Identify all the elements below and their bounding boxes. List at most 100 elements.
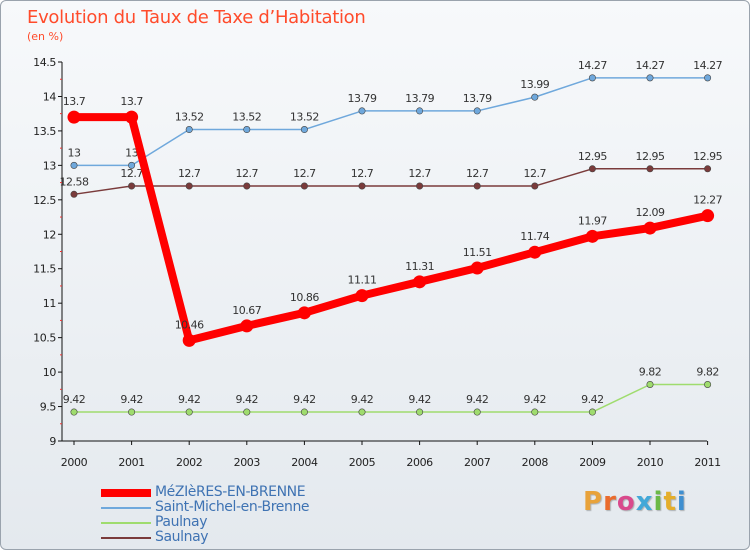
data-label: 13: [125, 146, 138, 159]
data-label: 14.27: [636, 59, 665, 72]
chart-unit-label: (en %): [27, 30, 64, 43]
data-label: 9.42: [351, 393, 374, 406]
data-label: 13.79: [348, 92, 377, 105]
data-point: [531, 182, 539, 190]
data-label: 13.52: [290, 111, 319, 124]
data-label: 12.7: [408, 167, 431, 180]
data-point: [355, 289, 369, 303]
data-label: 13.79: [463, 92, 492, 105]
data-point: [704, 380, 712, 388]
data-label: 12.7: [351, 167, 374, 180]
data-label: 9.42: [408, 393, 431, 406]
data-point: [646, 165, 654, 173]
data-point: [473, 408, 481, 416]
legend-swatch: [101, 507, 151, 509]
y-tick-label: 12.5: [33, 194, 56, 207]
data-label: 11.51: [463, 246, 492, 259]
data-label: 9.42: [120, 393, 143, 406]
data-point: [588, 165, 596, 173]
data-point: [416, 182, 424, 190]
data-point: [358, 408, 366, 416]
data-point: [704, 74, 712, 82]
data-point: [243, 182, 251, 190]
data-label: 9.82: [639, 365, 662, 378]
logo-letter: o: [616, 487, 636, 517]
proxiti-logo: Proxiti: [583, 487, 687, 517]
data-point: [646, 74, 654, 82]
data-point: [70, 408, 78, 416]
series-line: [73, 168, 709, 196]
data-label: 11.74: [520, 230, 549, 243]
data-label: 14.27: [578, 59, 607, 72]
y-tick-label: 10.5: [33, 332, 56, 345]
data-point: [70, 161, 78, 169]
data-point: [125, 110, 139, 124]
data-label: 9.42: [293, 393, 316, 406]
data-label: 9.42: [581, 393, 604, 406]
data-point: [701, 209, 715, 223]
data-point: [413, 275, 427, 289]
data-label: 10.67: [232, 304, 261, 317]
data-point: [70, 190, 78, 198]
data-label: 12.09: [636, 206, 665, 219]
data-point: [67, 110, 81, 124]
x-tick-label: 2005: [349, 456, 376, 469]
y-tick-label: 14: [43, 90, 57, 103]
logo-letter: i: [676, 487, 687, 517]
legend-label: Saulnay: [155, 529, 209, 545]
data-label: 11.97: [578, 214, 607, 227]
data-label: 10.46: [175, 318, 204, 331]
data-label: 12.7: [178, 167, 201, 180]
data-point: [704, 165, 712, 173]
data-label: 12.7: [524, 167, 547, 180]
data-label: 9.82: [696, 365, 719, 378]
y-tick-label: 11: [43, 297, 56, 310]
series-line: [70, 113, 712, 345]
logo-letter: r: [603, 487, 617, 517]
x-tick-label: 2004: [291, 456, 318, 469]
legend-swatch: [101, 489, 151, 497]
data-label: 12.27: [693, 194, 722, 207]
data-point: [297, 306, 311, 320]
x-tick-label: 2008: [522, 456, 549, 469]
data-point: [643, 221, 657, 235]
data-point: [128, 161, 136, 169]
x-tick-label: 2011: [694, 456, 720, 469]
data-label: 13.7: [63, 95, 86, 108]
y-tick-label: 14.5: [33, 56, 56, 69]
logo-letter: P: [583, 487, 604, 517]
series-line: [73, 77, 709, 167]
data-label: 13.52: [175, 111, 204, 124]
data-label: 12.7: [120, 167, 143, 180]
series-0: 13.7 13.7 10.46 10.67 10.86 11.11 11.31 11.51 11…: [63, 95, 723, 347]
data-label: 13.7: [120, 95, 143, 108]
data-label: 9.42: [63, 393, 86, 406]
data-point: [588, 74, 596, 82]
data-point: [300, 126, 308, 134]
data-point: [531, 408, 539, 416]
y-tick-label: 11.5: [33, 263, 56, 276]
data-label: 13.99: [520, 78, 549, 91]
data-label: 13.79: [405, 92, 434, 105]
y-tick-label: 9: [49, 435, 56, 448]
data-label: 12.7: [236, 167, 259, 180]
series-1: 13 13 13.52 13.52 13.52 13.79 13.79 13.79 13.99 1…: [68, 59, 723, 169]
logo-letter: t: [663, 487, 677, 517]
x-tick-label: 2001: [118, 456, 144, 469]
data-label: 9.42: [178, 393, 201, 406]
legend-swatch: [101, 537, 151, 539]
x-tick-label: 2007: [464, 456, 491, 469]
data-point: [243, 408, 251, 416]
series-3: 12.58 12.7 12.7 12.7 12.7 12.7 12.7 12.7 12.7 12.…: [60, 150, 723, 198]
legend-swatch: [101, 522, 151, 524]
data-label: 11.31: [405, 260, 434, 273]
data-point: [358, 107, 366, 115]
x-tick-label: 2006: [406, 456, 433, 469]
data-label: 13.52: [232, 111, 261, 124]
data-label: 12.95: [636, 150, 665, 163]
data-point: [416, 408, 424, 416]
data-point: [528, 245, 542, 259]
data-label: 9.42: [236, 393, 259, 406]
data-point: [185, 126, 193, 134]
